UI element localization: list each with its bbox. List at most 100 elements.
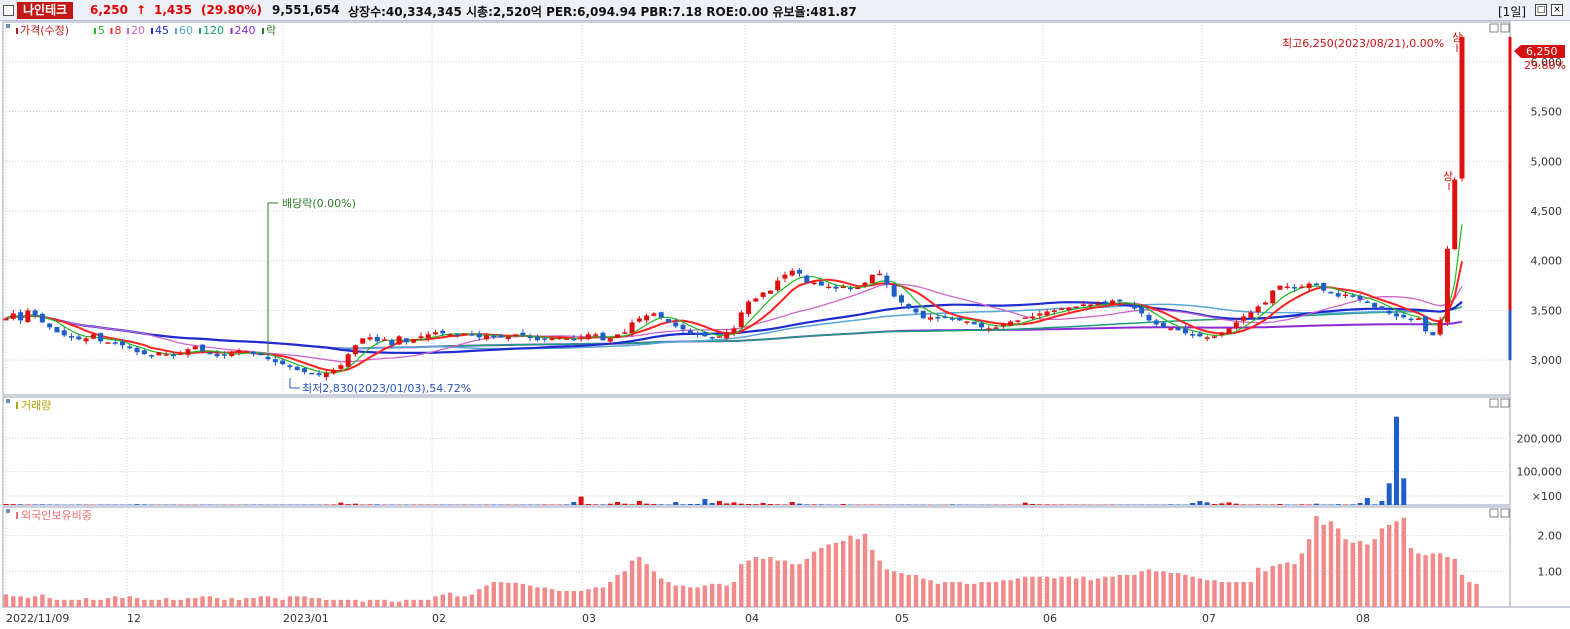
volume-bar <box>571 502 577 505</box>
foreign-ratio-bar <box>244 598 249 607</box>
foreign-ratio-bar <box>447 592 453 607</box>
volume-bar <box>1211 504 1217 505</box>
date-axis-label: 04 <box>745 612 759 625</box>
foreign-ratio-bar <box>375 599 380 607</box>
candle-body <box>1350 295 1356 297</box>
restore-button[interactable]: □ <box>1535 4 1547 16</box>
volume-bar <box>25 504 31 505</box>
candle-body <box>1357 295 1363 300</box>
foreign-ratio-bar <box>1321 524 1326 607</box>
up-arrow-icon: ↑ <box>136 3 147 17</box>
candle-body <box>593 334 599 336</box>
foreign-ratio-bar <box>1175 573 1181 607</box>
volume-bar <box>1233 503 1239 505</box>
foreign-ratio-bar <box>826 544 831 607</box>
candle-body <box>869 274 875 284</box>
candle-body <box>797 269 803 274</box>
candle-body <box>556 337 562 339</box>
legend-item[interactable]: 가격(수정) <box>20 24 69 37</box>
date-axis-label: 02 <box>432 612 446 625</box>
candle-body <box>964 321 970 323</box>
volume-bar <box>622 503 628 505</box>
candle-body <box>243 351 249 353</box>
foreign-ratio-bar <box>214 598 220 607</box>
volume-bar <box>658 504 664 505</box>
candle-body <box>571 338 577 341</box>
foreign-ratio-bar <box>389 601 395 607</box>
candle-body <box>1080 304 1086 306</box>
stock-fundamentals: 상장수:40,334,345 시총:2,520억 PER:6,094.94 PB… <box>348 5 857 19</box>
panel-maximize-button[interactable] <box>1500 508 1510 518</box>
candle-body <box>170 354 176 357</box>
legend-item[interactable]: 60 <box>179 24 193 37</box>
legend-item[interactable]: 45 <box>155 24 169 37</box>
foreign-ratio-bar <box>1459 574 1465 607</box>
candle-body <box>1015 320 1021 322</box>
legend-item[interactable]: 240 <box>235 24 256 37</box>
legend-item[interactable]: 20 <box>131 24 145 37</box>
candle-body <box>440 330 446 334</box>
candle-body <box>1328 291 1334 294</box>
volume-bar <box>782 504 788 505</box>
dividend-annotation: 배당락(0.00%) <box>282 197 356 210</box>
legend-item[interactable]: 120 <box>203 24 224 37</box>
panel-maximize-button[interactable] <box>1500 398 1510 408</box>
stock-name[interactable]: 나인테크 <box>17 2 74 19</box>
candle-body <box>345 354 351 367</box>
foreign-ratio-bar <box>637 557 642 607</box>
candle-body <box>127 346 133 349</box>
foreign-ratio-bar <box>316 598 322 607</box>
candle-body <box>1430 332 1436 336</box>
foreign-ratio-bar <box>484 585 489 607</box>
date-axis-label: 2023/01 <box>283 612 329 625</box>
volume-bar <box>1219 503 1225 505</box>
volume-legend[interactable]: 거래량 <box>21 399 51 412</box>
candle-body <box>979 323 985 328</box>
panel-minimize-button[interactable] <box>1489 508 1499 518</box>
foreign-ratio-bar <box>1168 573 1173 607</box>
price-axis-tick: 6,000 <box>1531 56 1563 69</box>
candle-body <box>149 355 155 357</box>
panel-maximize-button[interactable] <box>1500 23 1510 33</box>
foreign-ratio-legend[interactable]: 외국인보유비중 <box>21 509 92 522</box>
foreign-ratio-bar <box>1023 576 1028 607</box>
candle-body <box>447 334 453 336</box>
candle-body <box>1131 304 1137 309</box>
foreign-ratio-bar <box>942 582 948 607</box>
candle-body <box>156 352 162 356</box>
candle-body <box>61 330 67 336</box>
candle-body <box>1313 283 1319 286</box>
panel-minimize-button[interactable] <box>1489 398 1499 408</box>
candle-body <box>374 336 380 342</box>
stock-checkbox[interactable] <box>3 5 14 16</box>
volume-bar <box>542 504 548 505</box>
foreign-ratio-bar <box>578 590 584 607</box>
foreign-ratio-bar <box>1365 544 1370 607</box>
volume-bar <box>367 504 373 505</box>
candle-body <box>775 280 781 291</box>
date-axis-label: 12 <box>127 612 141 625</box>
foreign-ratio-bar <box>382 599 387 607</box>
candle-body <box>527 336 533 339</box>
foreign-ratio-bar <box>498 582 504 607</box>
volume-bar <box>695 504 701 505</box>
date-axis-label: 06 <box>1043 612 1057 625</box>
foreign-ratio-bar <box>644 564 649 607</box>
candle-body <box>891 284 897 297</box>
legend-item[interactable]: 락 <box>266 24 276 37</box>
candle-body <box>1408 318 1414 321</box>
price-axis-tick: 3,000 <box>1531 354 1563 367</box>
candle-body <box>134 347 140 353</box>
candle-body <box>1386 311 1392 314</box>
period-selector[interactable]: [1일] <box>1498 5 1527 19</box>
volume-bar <box>949 504 955 505</box>
current-price-tag: 6,250 29.80% <box>1514 45 1566 72</box>
panel-minimize-button[interactable] <box>1489 23 1499 33</box>
foreign-ratio-bar <box>1066 576 1072 607</box>
foreign-ratio-bar <box>811 551 817 607</box>
legend-item[interactable]: 8 <box>115 24 122 37</box>
close-button[interactable]: × <box>1551 4 1563 16</box>
foreign-ratio-bar <box>1059 576 1064 607</box>
legend-item[interactable]: 5 <box>98 24 105 37</box>
foreign-ratio-bar <box>622 571 627 607</box>
